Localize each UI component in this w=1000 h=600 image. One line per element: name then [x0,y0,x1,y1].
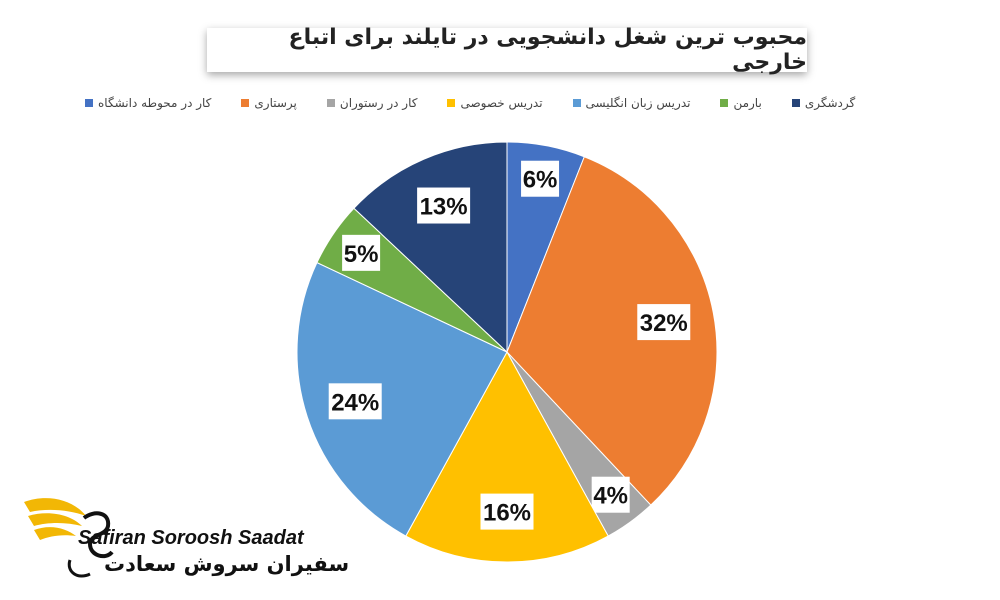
legend-swatch [720,99,729,107]
legend-label: کار در محوطه دانشگاه [98,96,212,110]
legend-item: بارمن [720,96,762,110]
legend-label: بارمن [733,96,762,110]
brand-logo [24,498,114,578]
legend-swatch [241,99,250,107]
legend-item: کار در رستوران [326,96,418,110]
legend-label: تدریس خصوصی [460,96,543,110]
pie-slice [296,261,508,537]
legend-swatch [572,99,581,107]
legend-item: پرستاری [241,96,297,110]
pie-slice [405,350,609,563]
data-label: 4% [593,483,628,510]
data-label-box [637,304,691,341]
data-label: 16% [483,500,531,527]
legend-item: تدریس زبان انگلیسی [572,96,691,110]
legend-item: کار در محوطه دانشگاه [85,96,211,110]
swan-wing-icon [24,498,114,578]
data-label-box [480,493,534,530]
data-label: 5% [344,241,379,268]
data-label-box [417,187,471,224]
chart-title: محبوب ترین شغل دانشجویی در تایلند برای ا… [288,25,807,75]
data-label-box [328,383,382,420]
legend-item: تدریس خصوصی [447,96,543,110]
data-label: 6% [523,167,558,194]
legend-swatch [791,99,800,107]
legend-swatch [85,99,93,107]
legend-label: گردشگری [804,96,856,110]
brand-name-fa: سفیران سروش سعادت [104,552,350,576]
legend-label: کار در رستوران [339,96,418,110]
chart-title-box: محبوب ترین شغل دانشجویی در تایلند برای ا… [207,25,807,75]
legend-label: پرستاری [254,96,297,110]
data-label: 13% [420,194,468,221]
data-label-box [521,160,560,197]
legend-swatch [447,99,456,107]
data-label: 32% [640,310,688,337]
pie-slice [506,156,718,506]
legend-label: تدریس زبان انگلیسی [585,96,691,110]
data-label-box [342,234,381,271]
data-label: 24% [331,389,379,416]
chart-legend: کار در محوطه دانشگاه پرستاری کار در رستورا… [85,92,935,114]
legend-item: گردشگری [791,96,856,110]
data-label-box [591,476,630,513]
brand-name-en: Safiran Soroosh Saadat [78,527,304,549]
legend-swatch [326,99,335,107]
